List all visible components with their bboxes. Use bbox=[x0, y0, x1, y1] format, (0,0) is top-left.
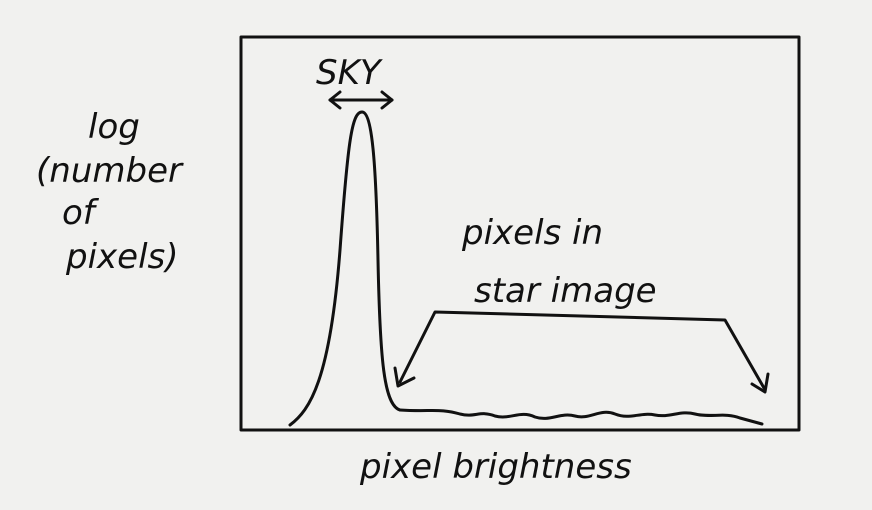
star-label-line: pixels in bbox=[461, 213, 603, 253]
star-tail bbox=[398, 408, 764, 426]
plot-frame bbox=[239, 35, 801, 432]
sky-peak bbox=[288, 110, 402, 427]
x-label: pixel brightness bbox=[359, 447, 632, 487]
star-label-line: star image bbox=[474, 271, 657, 311]
y-label-line: of bbox=[62, 193, 100, 233]
sky-width-arrow bbox=[328, 90, 394, 110]
y-label-line: log bbox=[88, 107, 140, 147]
y-label-line: (number bbox=[36, 151, 184, 191]
y-label-line: pixels) bbox=[65, 237, 179, 277]
sky-label: SKY bbox=[316, 53, 383, 93]
star-bracket bbox=[393, 310, 770, 394]
